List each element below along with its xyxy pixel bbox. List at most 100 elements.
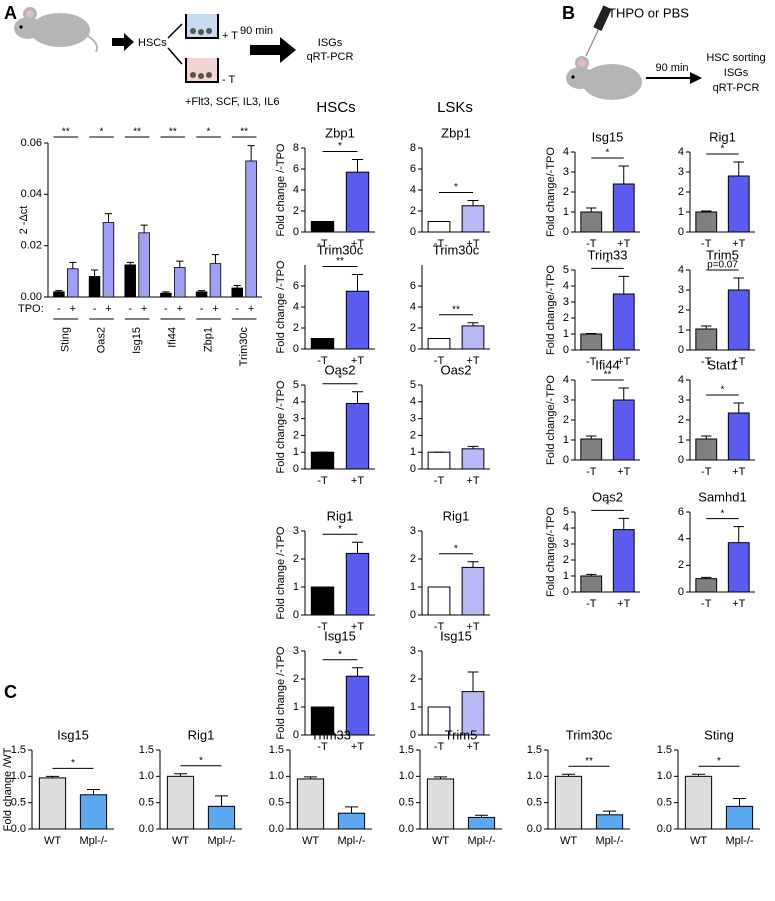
chart-title: Zbp1 xyxy=(441,125,471,140)
syringe-icon xyxy=(585,5,612,57)
y-tick-label: 1.0 xyxy=(399,770,414,782)
y-tick-label: 1 xyxy=(563,570,569,582)
y-tick-label: 6 xyxy=(293,280,299,292)
bar xyxy=(209,263,222,298)
error-bar xyxy=(173,773,188,777)
y-tick-label: 1 xyxy=(563,206,569,218)
bar xyxy=(461,205,485,233)
chart-title: Isg15 xyxy=(592,129,624,144)
significance-label: * xyxy=(454,182,458,193)
y-tick-label: 4 xyxy=(293,301,299,313)
bar xyxy=(67,268,79,298)
y-tick-label: 1 xyxy=(293,701,299,713)
arrow xyxy=(167,23,183,39)
chart-title: Sting xyxy=(704,727,734,742)
y-tick-label: 1 xyxy=(563,434,569,446)
y-tick-label: 2 xyxy=(410,553,416,565)
x-tick-label: -T xyxy=(317,238,328,250)
y-tick-label: 5 xyxy=(563,264,569,276)
error-bar xyxy=(618,275,629,294)
y-tick-label: 4 xyxy=(410,396,416,408)
chart-title: Rig1 xyxy=(443,508,470,523)
x-tick-label: +T xyxy=(351,621,364,633)
y-tick-label: 0 xyxy=(293,226,299,238)
x-tick-label: +T xyxy=(617,466,630,478)
series-label: - xyxy=(235,303,239,315)
significance-label: ** xyxy=(240,127,248,138)
bar xyxy=(138,232,150,298)
bar xyxy=(461,566,485,616)
y-tick-label: 0 xyxy=(410,226,416,238)
y-axis-label: Fold change /-TPO xyxy=(275,380,287,473)
chart-title: Isg15 xyxy=(440,628,472,643)
bar xyxy=(231,287,243,298)
panel-label: B xyxy=(562,3,575,23)
significance-label: * xyxy=(721,508,725,519)
chart-title: Rig1 xyxy=(709,129,736,144)
chart-title: Oas2 xyxy=(324,362,355,377)
y-tick-label: 6 xyxy=(410,280,416,292)
x-tick-label: +T xyxy=(466,621,479,633)
y-tick-label: 3 xyxy=(563,538,569,550)
bar xyxy=(160,292,172,298)
bar xyxy=(580,333,603,351)
x-tick-label: +T xyxy=(351,475,364,487)
schematic-text: THPO or PBS xyxy=(608,5,689,20)
series-label: + xyxy=(248,303,254,315)
y-tick-label: 2 xyxy=(563,312,569,324)
y-tick-label: 6 xyxy=(678,506,684,518)
y-tick-label: 1 xyxy=(293,446,299,458)
error-bar xyxy=(701,576,712,579)
y-tick-label: 1 xyxy=(678,206,684,218)
error-bar xyxy=(467,561,479,568)
y-axis-label: Fold change/-TPO xyxy=(545,265,557,355)
error-bar xyxy=(351,159,364,173)
y-tick-label: 0.5 xyxy=(399,797,414,809)
x-tick-label: +T xyxy=(617,356,630,368)
chart-title: Trim5 xyxy=(706,247,739,262)
y-tick-label: 1 xyxy=(410,446,416,458)
bar xyxy=(174,267,186,298)
chart-title: Trim30c xyxy=(317,242,364,257)
error-bar xyxy=(701,325,712,329)
chart-title: Rig1 xyxy=(188,727,215,742)
significance-label: ** xyxy=(604,370,612,381)
error-bar xyxy=(467,200,479,206)
significance-label: ** xyxy=(62,127,70,138)
x-tick-label: -T xyxy=(701,238,712,250)
schematic-text: - T xyxy=(222,74,236,86)
error-bar xyxy=(618,517,629,530)
significance-label: * xyxy=(338,373,342,384)
y-tick-label: 4 xyxy=(410,184,416,196)
error-bar xyxy=(351,391,364,404)
chart-title: Trim33 xyxy=(588,247,628,262)
y-tick-label: 0.06 xyxy=(21,137,42,149)
y-tick-label: 0 xyxy=(293,343,299,355)
y-tick-label: 4 xyxy=(293,184,299,196)
schematic-text: ISGs xyxy=(318,37,343,49)
bar xyxy=(612,399,635,461)
x-tick-label: +T xyxy=(617,238,630,250)
y-tick-label: 0.0 xyxy=(527,823,542,835)
y-tick-label: 0 xyxy=(678,586,684,598)
y-tick-label: 3 xyxy=(678,284,684,296)
error-bar xyxy=(467,671,479,692)
y-tick-label: 3 xyxy=(563,394,569,406)
y-tick-label: 4 xyxy=(678,374,684,386)
bar xyxy=(345,552,370,616)
bar xyxy=(310,338,335,350)
x-tick-label: Trim30c xyxy=(238,327,250,367)
y-tick-label: 4 xyxy=(293,396,299,408)
bar xyxy=(467,816,496,830)
significance-label: p=0.07 xyxy=(707,260,738,271)
y-tick-label: 3 xyxy=(293,645,299,657)
significance-label: ** xyxy=(585,756,593,767)
mouse-icon xyxy=(566,56,642,100)
y-tick-label: 2 xyxy=(563,414,569,426)
x-tick-label: -T xyxy=(434,238,445,250)
y-tick-label: 2 xyxy=(410,673,416,685)
x-tick-label: +T xyxy=(351,355,364,367)
bar xyxy=(296,778,325,830)
bar xyxy=(612,183,635,233)
y-tick-label: 0.0 xyxy=(11,823,26,835)
